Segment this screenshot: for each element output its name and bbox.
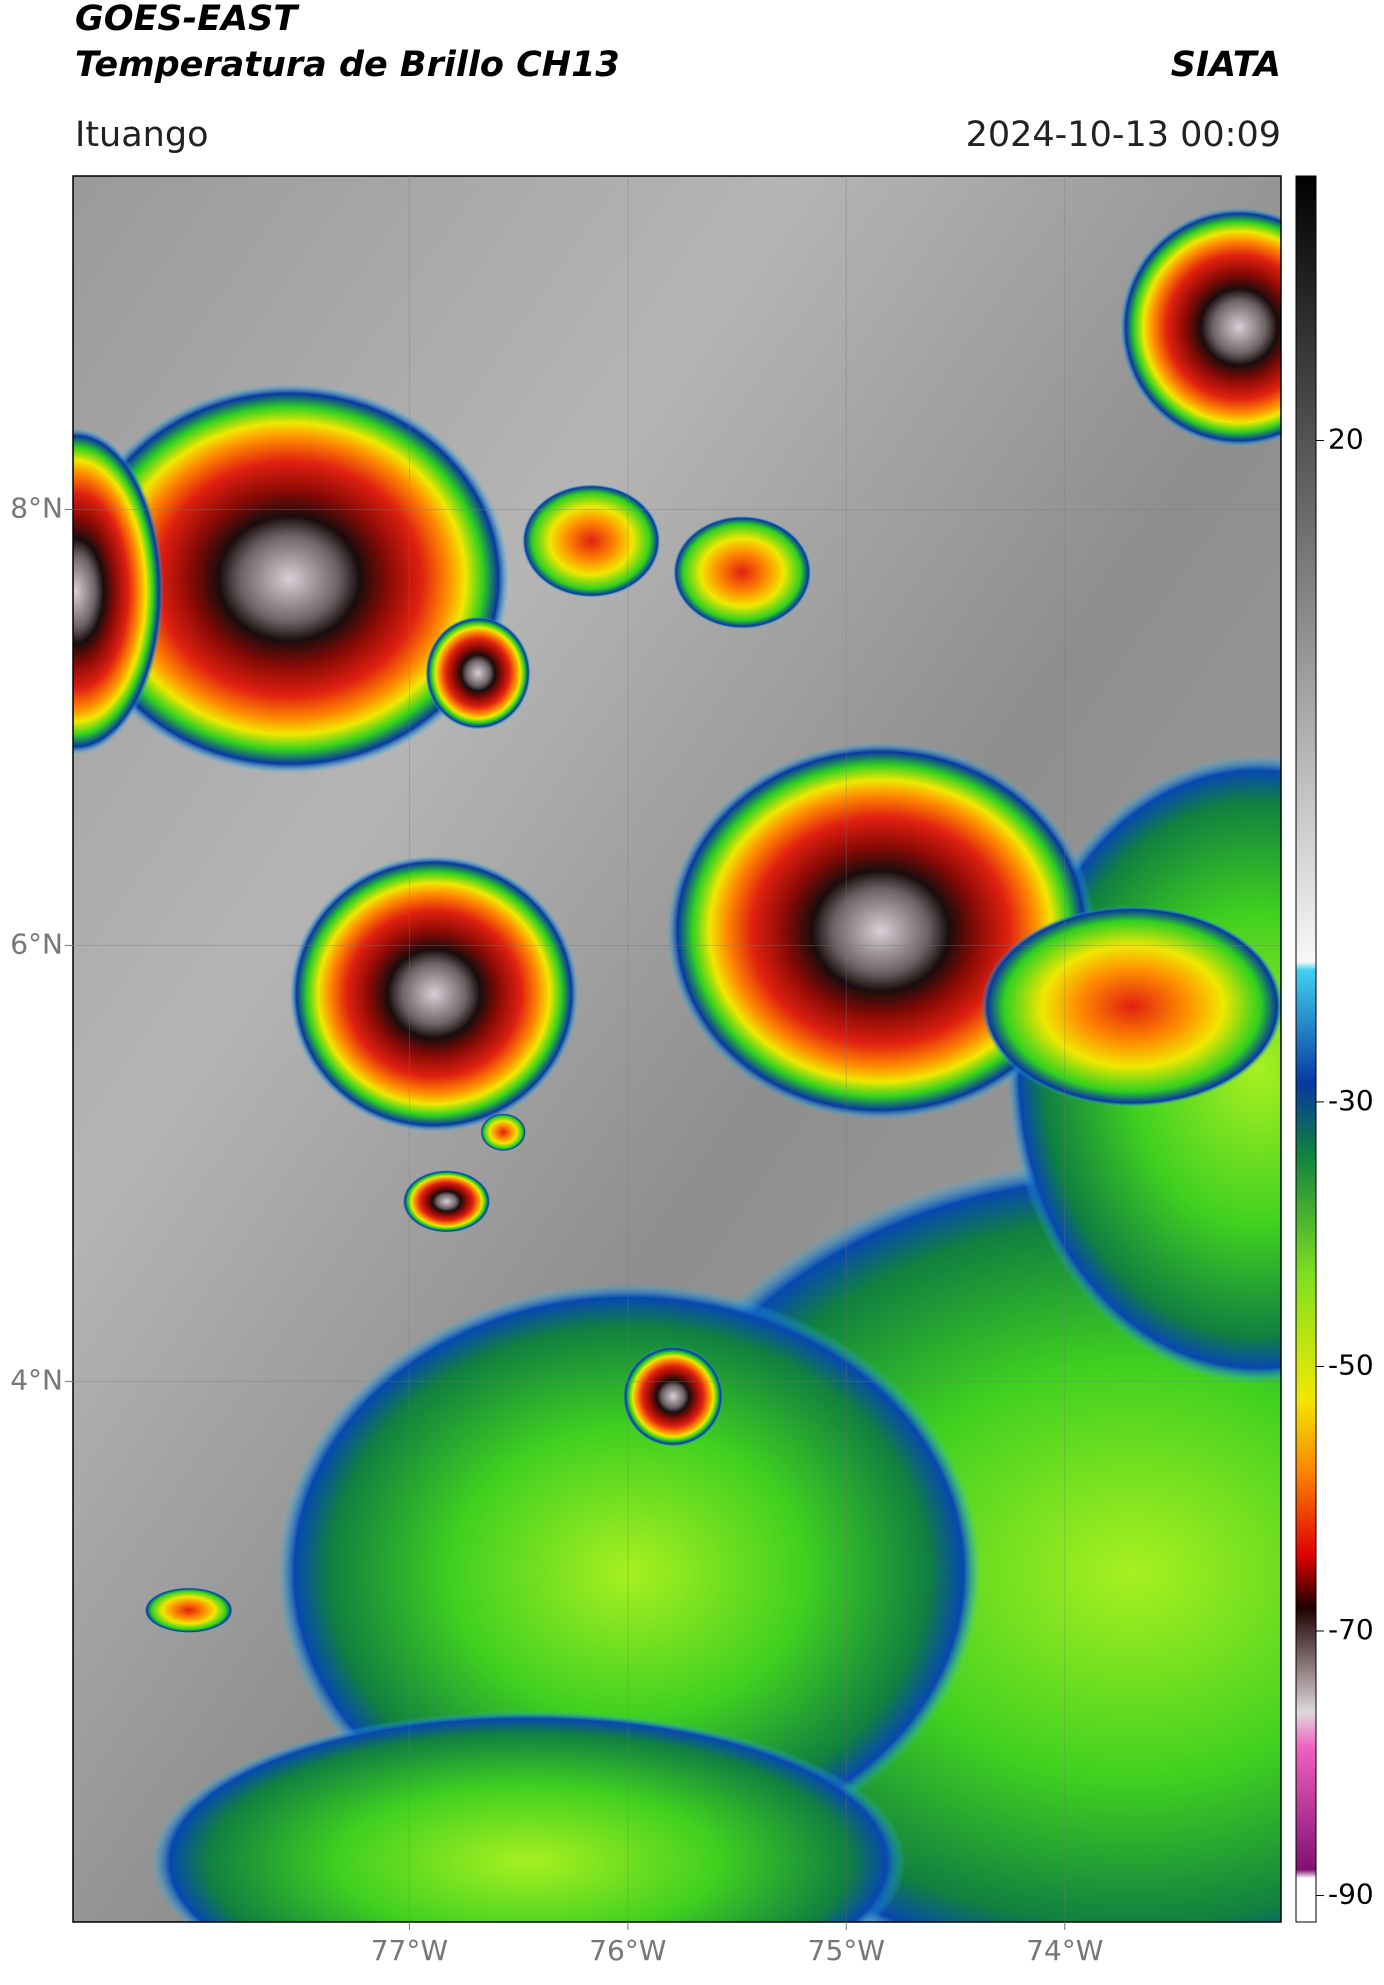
x-tick-label: 75°W <box>808 1934 885 1967</box>
cloud <box>425 616 531 730</box>
cloud <box>402 1169 491 1233</box>
y-tick-label: 6°N <box>10 927 63 960</box>
location: Ituango <box>75 115 209 155</box>
map-frame <box>72 175 1282 1923</box>
x-tick-label: 77°W <box>371 1934 448 1967</box>
cloud <box>73 427 164 755</box>
cloud <box>673 515 812 629</box>
colorbar-tick-label: -90 <box>1328 1878 1374 1911</box>
cloud <box>73 383 510 774</box>
colorbar-tick-label: -70 <box>1328 1613 1374 1646</box>
cloud <box>622 1346 724 1447</box>
x-tick-label: 76°W <box>589 1934 666 1967</box>
datetime: 2024-10-13 00:09 <box>966 115 1281 155</box>
colorbar-tick-label: 20 <box>1328 423 1364 456</box>
agency: SIATA <box>1171 45 1281 85</box>
title: GOES-EAST <box>75 0 300 39</box>
colorbar-tick-label: -50 <box>1328 1348 1374 1381</box>
satellite-image <box>73 176 1281 1922</box>
cloud-field <box>151 1710 906 1922</box>
cloud <box>480 1113 526 1152</box>
cloud <box>522 484 661 598</box>
y-tick-label: 4°N <box>10 1363 63 1396</box>
title: Temperatura de Brillo CH13 <box>75 45 620 85</box>
y-tick-label: 8°N <box>10 492 63 525</box>
cloud <box>1119 207 1281 447</box>
cloud <box>981 905 1281 1108</box>
colorbar <box>1295 175 1317 1923</box>
colorbar-tick-label: -30 <box>1328 1084 1374 1117</box>
cloud <box>144 1587 233 1633</box>
cloud <box>289 855 579 1133</box>
x-tick-label: 74°W <box>1026 1934 1103 1967</box>
